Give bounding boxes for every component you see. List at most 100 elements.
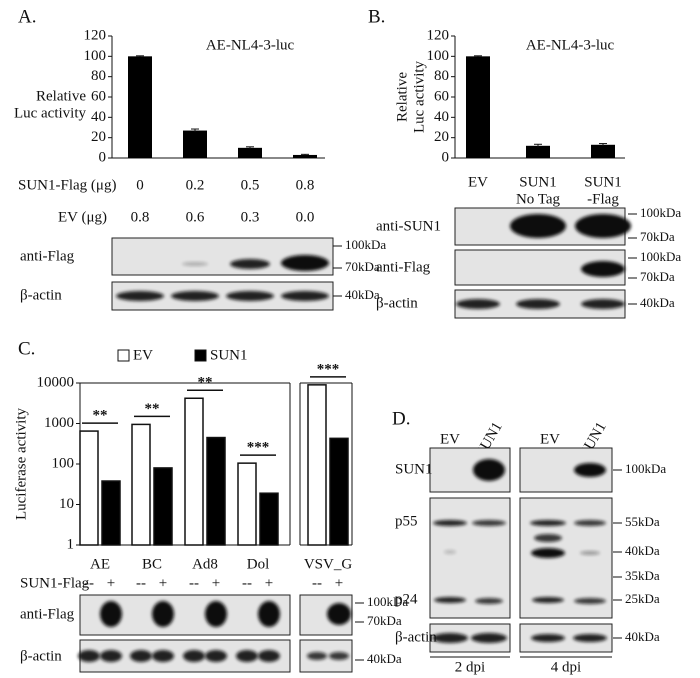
bar — [307, 384, 327, 546]
label: 20 — [434, 129, 449, 145]
band — [433, 520, 467, 526]
label: 10 — [59, 496, 74, 512]
band — [116, 291, 164, 301]
label: 100kDa — [640, 249, 681, 264]
band — [329, 652, 349, 660]
bar — [184, 397, 204, 546]
label: 0.3 — [241, 209, 260, 225]
band — [456, 299, 500, 309]
label: β-actin — [20, 648, 62, 664]
label: -- — [189, 575, 199, 591]
label: Dol — [247, 556, 270, 572]
label: *** — [317, 361, 340, 377]
label: 35kDa — [625, 568, 660, 583]
label: 1 — [67, 536, 75, 552]
band — [516, 299, 560, 309]
label: 0.0 — [296, 209, 315, 225]
band — [534, 534, 562, 542]
label: -Flag — [587, 191, 619, 207]
band — [205, 601, 227, 627]
label: 120 — [84, 27, 107, 43]
label: 40 — [91, 109, 106, 125]
label: 100kDa — [345, 237, 386, 252]
label: 60 — [91, 88, 106, 104]
label: AE-NL4-3-luc — [206, 37, 295, 53]
label: SUN1 — [584, 174, 622, 190]
label: SUN1 — [395, 461, 433, 477]
label: 70kDa — [345, 259, 380, 274]
band — [532, 597, 564, 603]
label: 40kDa — [625, 629, 660, 644]
legend-swatch — [194, 349, 207, 362]
legend-swatch — [117, 349, 130, 362]
label: 40kDa — [625, 543, 660, 558]
band — [444, 550, 456, 554]
band — [183, 650, 205, 662]
band — [531, 548, 565, 558]
label: 100 — [427, 48, 450, 64]
band — [226, 291, 274, 301]
band — [78, 650, 100, 662]
bar — [329, 437, 349, 546]
label: 40kDa — [345, 287, 380, 302]
bar — [237, 462, 257, 546]
band — [574, 598, 606, 604]
label: BC — [142, 556, 162, 572]
label: AE-NL4-3-luc — [526, 37, 615, 53]
label: ** — [145, 401, 160, 417]
label: VSV_G — [304, 556, 353, 572]
label: 70kDa — [367, 613, 402, 628]
label: + — [335, 575, 343, 591]
label: 100kDa — [640, 205, 681, 220]
label: *** — [247, 440, 270, 456]
label: + — [212, 575, 220, 591]
band — [307, 652, 327, 660]
label: -- — [84, 575, 94, 591]
band — [205, 650, 227, 662]
band — [580, 551, 600, 555]
label: 1000 — [44, 415, 74, 431]
label: β-actin — [20, 287, 62, 303]
band — [100, 650, 122, 662]
label: 100 — [52, 455, 75, 471]
label: SUN1-Flag (μg) — [18, 177, 116, 193]
label: EV (μg) — [58, 209, 107, 225]
label: anti-Flag — [376, 259, 431, 275]
band — [434, 597, 466, 603]
label: β-actin — [376, 295, 418, 311]
label: 25kDa — [625, 591, 660, 606]
band — [152, 601, 174, 627]
band — [230, 259, 270, 269]
bar — [293, 154, 317, 158]
band — [281, 255, 329, 271]
bar — [128, 56, 152, 159]
label: A. — [18, 6, 36, 27]
label: C. — [18, 338, 35, 359]
band — [258, 601, 280, 627]
bar — [206, 436, 226, 546]
band — [574, 520, 606, 526]
label: -- — [242, 575, 252, 591]
label: 120 — [427, 27, 450, 43]
label: 0.8 — [131, 209, 150, 225]
label: EV — [468, 174, 488, 190]
label: 0 — [136, 177, 144, 193]
label: 20 — [91, 129, 106, 145]
bar — [153, 467, 173, 546]
label: 0.2 — [186, 177, 205, 193]
label: 0.6 — [186, 209, 205, 225]
label: -- — [136, 575, 146, 591]
band — [152, 650, 174, 662]
label: 70kDa — [640, 269, 675, 284]
band — [473, 459, 505, 481]
label: 0.5 — [241, 177, 260, 193]
label: 100 — [84, 48, 107, 64]
label: 10000 — [37, 374, 75, 390]
label: 80 — [91, 68, 106, 84]
band — [471, 633, 507, 643]
label: + — [159, 575, 167, 591]
label: 0 — [99, 149, 107, 165]
label: 55kDa — [625, 514, 660, 529]
band — [258, 650, 280, 662]
